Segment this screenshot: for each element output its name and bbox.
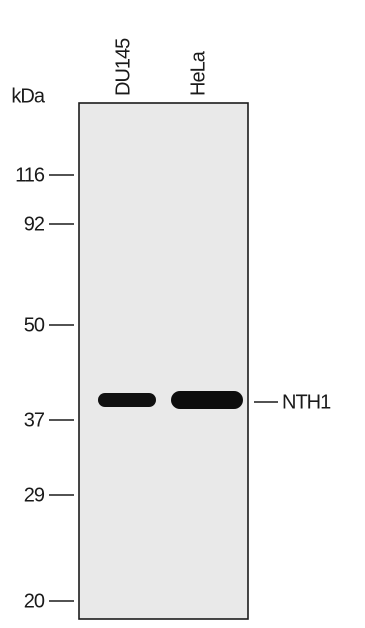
bands: [98, 391, 243, 409]
marker-label: 50: [24, 314, 45, 336]
membrane: [78, 102, 249, 620]
marker-label: 20: [24, 590, 45, 612]
lane-label: DU145: [112, 38, 134, 96]
marker-label: 92: [24, 213, 45, 235]
marker-label: 29: [24, 484, 45, 506]
lane-label: HeLa: [187, 50, 209, 96]
band: [98, 393, 156, 407]
band-label: NTH1: [282, 391, 331, 413]
marker-label: 116: [15, 164, 45, 186]
unit-label: kDa: [11, 85, 45, 107]
lane-labels: DU145 HeLa: [112, 38, 209, 96]
marker-label: 37: [24, 409, 45, 431]
band: [171, 391, 243, 409]
marker-ladder: 116 92 50 37 29 20: [15, 164, 74, 612]
